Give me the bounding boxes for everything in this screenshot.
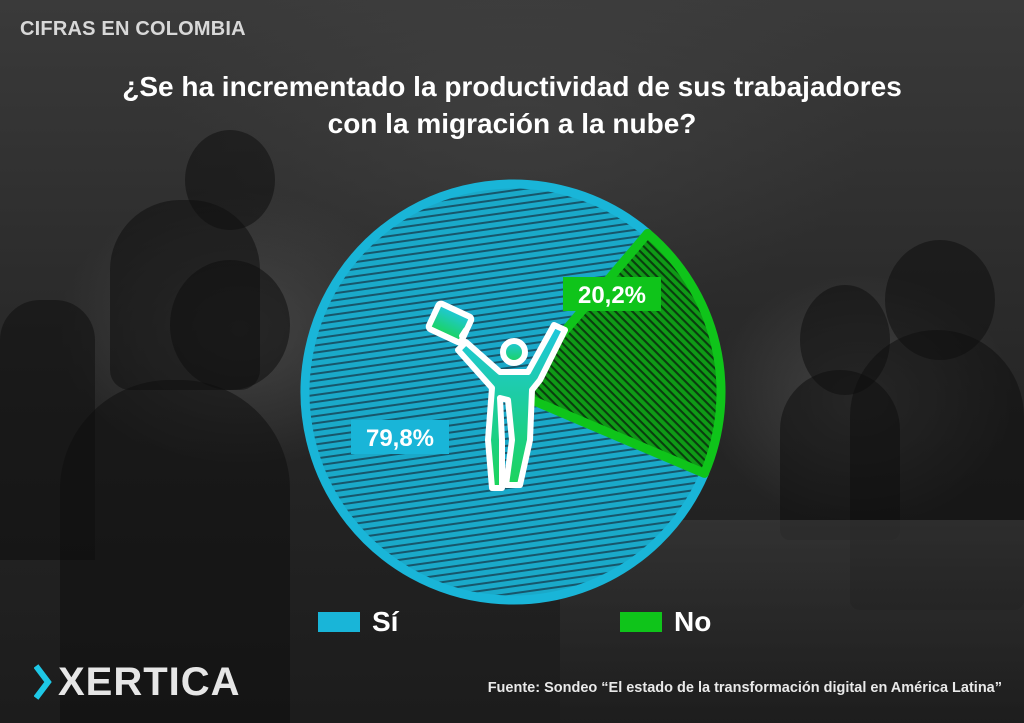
legend-item-si: Sí <box>318 606 398 638</box>
source-note: Fuente: Sondeo “El estado de la transfor… <box>487 680 1002 696</box>
person-raising-arms-with-briefcase-icon <box>425 300 568 491</box>
data-label-si: 79,8% <box>351 420 449 454</box>
pie-labels: 79,8% 20,2% <box>351 277 661 454</box>
background-person-head <box>185 130 275 230</box>
background-person-head <box>170 260 290 390</box>
xertica-logo: XERTICA <box>34 662 241 702</box>
svg-text:79,8%: 79,8% <box>366 425 434 452</box>
legend-item-no: No <box>620 606 711 638</box>
svg-text:20,2%: 20,2% <box>578 282 646 309</box>
title-line-2: con la migración a la nube? <box>327 108 697 139</box>
xertica-chevron-logo-icon <box>34 664 52 700</box>
background-person-head <box>885 240 995 360</box>
header-tag: CIFRAS EN COLOMBIA <box>20 18 246 40</box>
chart-title: ¿Se ha incrementado la productividad de … <box>62 68 962 142</box>
brand-name: XERTICA <box>58 660 241 704</box>
pie-slice-no <box>508 228 726 478</box>
legend-swatch-si <box>318 612 360 632</box>
legend-swatch-no <box>620 612 662 632</box>
background-person <box>60 380 290 723</box>
legend-label-si: Sí <box>372 606 399 637</box>
data-label-no: 20,2% <box>563 277 661 311</box>
title-line-1: ¿Se ha incrementado la productividad de … <box>122 71 902 102</box>
legend-label-no: No <box>674 606 712 637</box>
